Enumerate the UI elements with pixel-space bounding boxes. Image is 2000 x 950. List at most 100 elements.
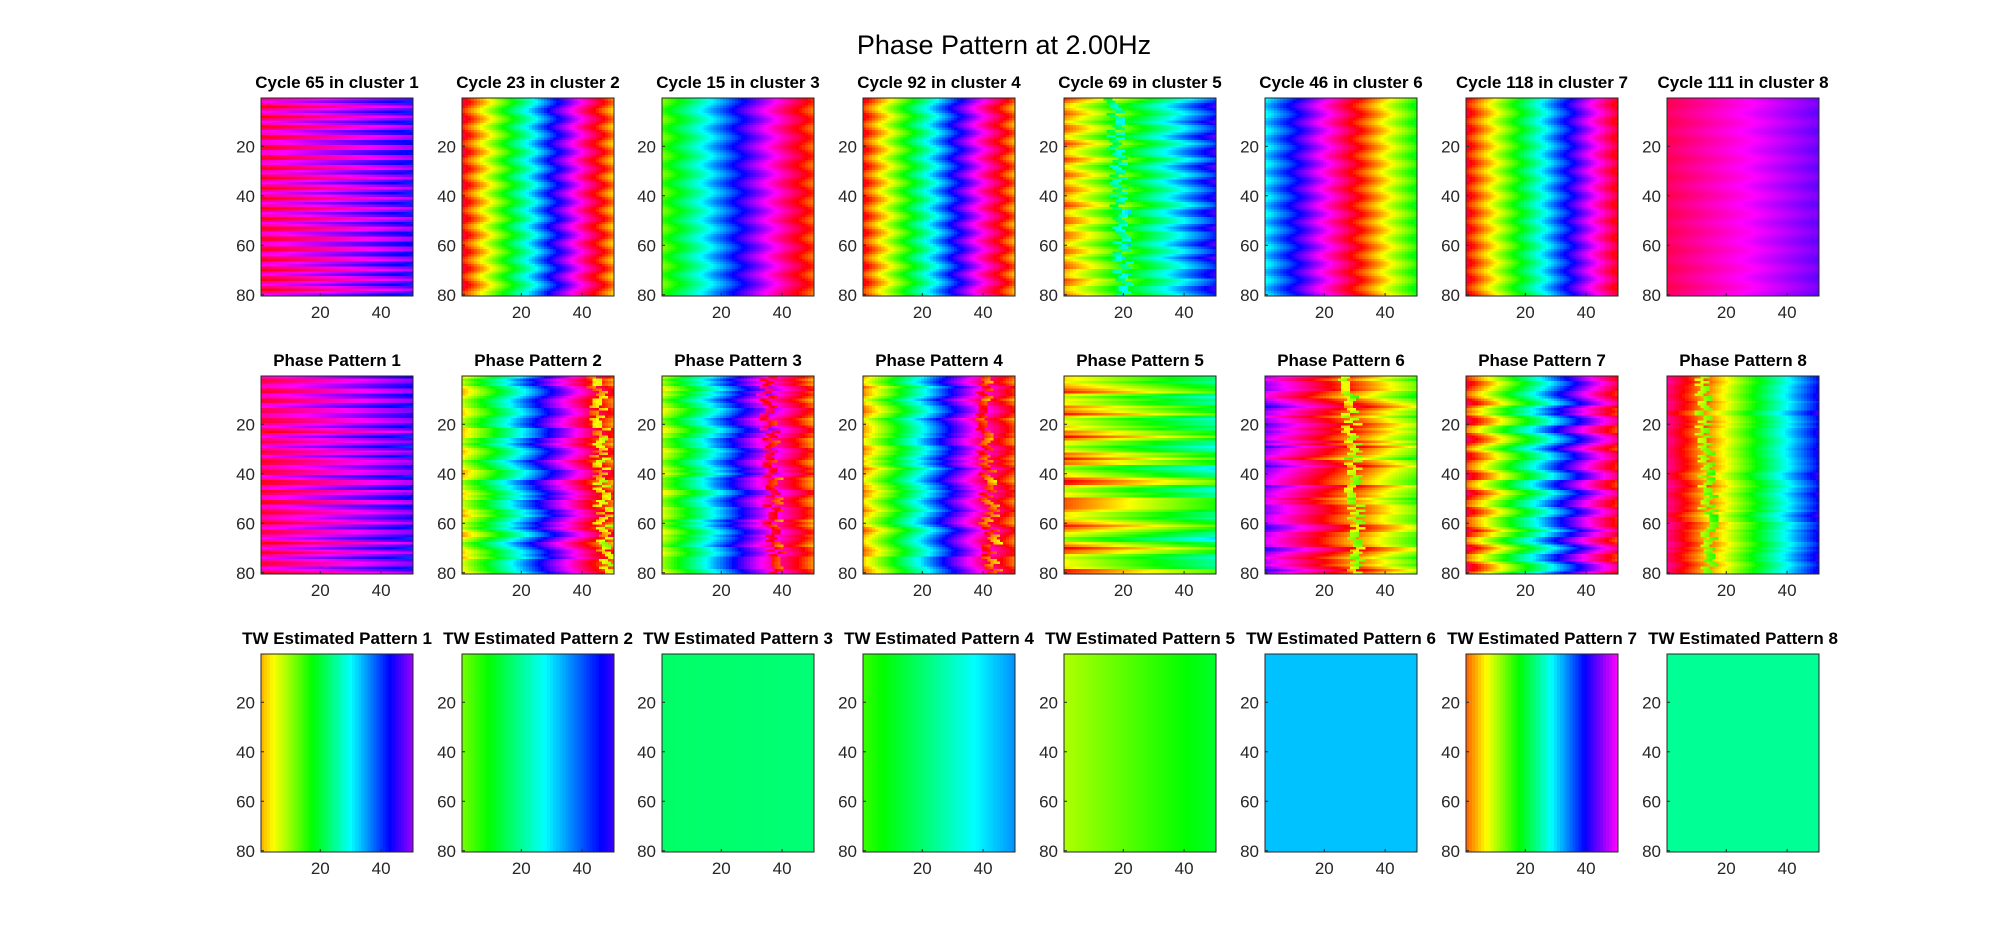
y-tick-label: 20 <box>437 415 456 434</box>
x-tick-label: 40 <box>773 581 792 600</box>
subplot-title: Cycle 118 in cluster 7 <box>1456 73 1628 92</box>
phase-heatmap <box>261 376 413 574</box>
axes-box <box>1063 97 1217 297</box>
y-tick-label: 60 <box>637 792 656 811</box>
y-tick-label: 80 <box>1240 564 1259 583</box>
subplot-title: Phase Pattern 1 <box>273 351 401 370</box>
subplot-r2-c5: Phase Pattern 5 20 40 20 40 60 80 <box>1039 351 1217 600</box>
x-tick-label: 40 <box>974 581 993 600</box>
axes-box <box>461 97 615 297</box>
subplot-r3-c2: TW Estimated Pattern 2 20 40 20 40 60 80 <box>437 629 633 878</box>
x-tick-label: 40 <box>1577 581 1596 600</box>
phase-heatmap <box>261 654 413 852</box>
y-tick-label: 80 <box>838 842 857 861</box>
y-tick-label: 60 <box>1642 236 1661 255</box>
y-tick-label: 40 <box>1240 743 1259 762</box>
y-tick-label: 20 <box>1642 415 1661 434</box>
axes-box <box>461 653 615 853</box>
y-tick-label: 80 <box>637 564 656 583</box>
x-tick-label: 20 <box>1717 303 1736 322</box>
y-tick-label: 80 <box>838 564 857 583</box>
subplot-r1-c4: Cycle 92 in cluster 4 20 40 20 40 60 80 <box>838 73 1021 322</box>
x-tick-label: 20 <box>512 581 531 600</box>
phase-heatmap <box>261 98 413 296</box>
subplot-r1-c7: Cycle 118 in cluster 7 20 40 20 40 60 80 <box>1441 73 1628 322</box>
y-tick-label: 40 <box>1039 743 1058 762</box>
phase-heatmap <box>1265 376 1417 574</box>
subplot-title: Phase Pattern 8 <box>1679 351 1807 370</box>
y-tick-label: 80 <box>1039 842 1058 861</box>
axes-box <box>1063 653 1217 853</box>
y-tick-label: 80 <box>236 842 255 861</box>
x-tick-label: 20 <box>1315 581 1334 600</box>
subplot-title: Cycle 23 in cluster 2 <box>456 73 619 92</box>
y-tick-label: 20 <box>1642 137 1661 156</box>
x-tick-label: 40 <box>1577 859 1596 878</box>
subplot-r3-c6: TW Estimated Pattern 6 20 40 20 40 60 80 <box>1240 629 1436 878</box>
phase-heatmap <box>462 376 614 574</box>
subplot-title: Cycle 65 in cluster 1 <box>255 73 418 92</box>
axes-box <box>1666 375 1820 575</box>
axes-box <box>1465 653 1619 853</box>
y-tick-label: 80 <box>1441 564 1460 583</box>
axes-box <box>661 97 815 297</box>
subplot-title: TW Estimated Pattern 8 <box>1648 629 1838 648</box>
y-tick-label: 60 <box>1039 792 1058 811</box>
y-tick-label: 20 <box>838 415 857 434</box>
axes-box <box>1264 375 1418 575</box>
x-tick-label: 20 <box>512 859 531 878</box>
phase-heatmap <box>662 654 814 852</box>
phase-heatmap <box>1064 376 1216 574</box>
y-tick-label: 60 <box>437 792 456 811</box>
phase-heatmap <box>662 376 814 574</box>
phase-heatmap <box>1265 98 1417 296</box>
subplot-r2-c1: Phase Pattern 1 20 40 20 40 60 80 <box>236 351 414 600</box>
subplot-title: TW Estimated Pattern 3 <box>643 629 833 648</box>
subplot-r1-c1: Cycle 65 in cluster 1 20 40 20 40 60 80 <box>236 73 419 322</box>
subplot-title: TW Estimated Pattern 5 <box>1045 629 1235 648</box>
subplot-r1-c5: Cycle 69 in cluster 5 20 40 20 40 60 80 <box>1039 73 1222 322</box>
phase-heatmap <box>1667 654 1819 852</box>
x-tick-label: 40 <box>1175 581 1194 600</box>
y-tick-label: 20 <box>1441 415 1460 434</box>
x-tick-label: 40 <box>1577 303 1596 322</box>
subplot-title: Cycle 92 in cluster 4 <box>857 73 1021 92</box>
x-tick-label: 20 <box>712 581 731 600</box>
x-tick-label: 20 <box>1114 581 1133 600</box>
subplot-title: TW Estimated Pattern 1 <box>242 629 432 648</box>
y-tick-label: 40 <box>637 743 656 762</box>
y-tick-label: 80 <box>1039 286 1058 305</box>
x-tick-label: 20 <box>1717 581 1736 600</box>
y-tick-label: 40 <box>1240 187 1259 206</box>
x-tick-label: 40 <box>1778 581 1797 600</box>
subplot-title: Phase Pattern 7 <box>1478 351 1606 370</box>
y-tick-label: 60 <box>1240 514 1259 533</box>
y-tick-label: 20 <box>1240 693 1259 712</box>
y-tick-label: 80 <box>838 286 857 305</box>
y-tick-label: 40 <box>637 465 656 484</box>
y-tick-label: 80 <box>1441 286 1460 305</box>
y-tick-label: 40 <box>437 743 456 762</box>
y-tick-label: 60 <box>236 514 255 533</box>
y-tick-label: 40 <box>1642 465 1661 484</box>
axes-box <box>260 375 414 575</box>
subplot-r2-c7: Phase Pattern 7 20 40 20 40 60 80 <box>1441 351 1619 600</box>
phase-heatmap <box>462 654 614 852</box>
x-tick-label: 20 <box>1516 303 1535 322</box>
x-tick-label: 20 <box>1114 859 1133 878</box>
x-tick-label: 40 <box>1376 581 1395 600</box>
y-tick-label: 60 <box>637 236 656 255</box>
phase-heatmap <box>1265 654 1417 852</box>
x-tick-label: 20 <box>1315 859 1334 878</box>
axes-box <box>1264 97 1418 297</box>
phase-heatmap <box>863 376 1015 574</box>
x-tick-label: 20 <box>311 859 330 878</box>
y-tick-label: 80 <box>637 842 656 861</box>
x-tick-label: 20 <box>913 303 932 322</box>
phase-heatmap <box>1466 654 1618 852</box>
x-tick-label: 40 <box>1175 859 1194 878</box>
subplot-title: TW Estimated Pattern 7 <box>1447 629 1637 648</box>
axes-box <box>1063 375 1217 575</box>
y-tick-label: 20 <box>236 137 255 156</box>
x-tick-label: 40 <box>372 859 391 878</box>
